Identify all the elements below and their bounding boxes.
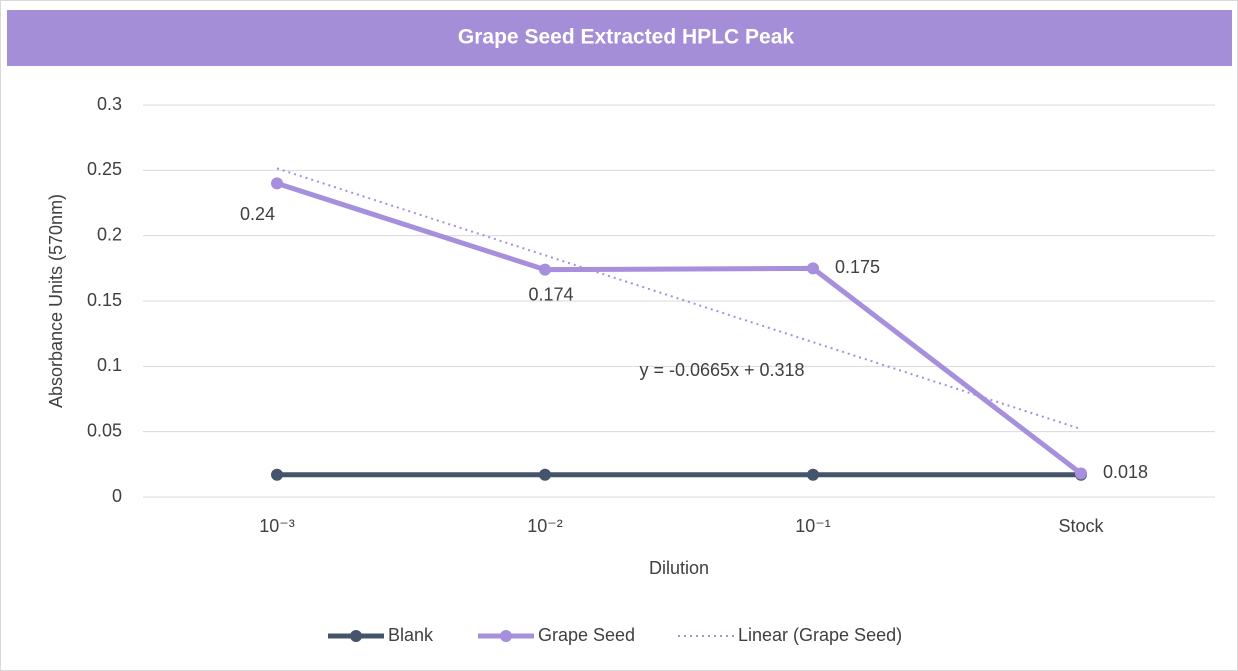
data-point	[271, 468, 283, 481]
data-point	[1075, 467, 1087, 480]
y-tick-label: 0.1	[97, 355, 122, 375]
data-label: 0.018	[1103, 462, 1148, 482]
data-point	[807, 262, 819, 275]
data-point	[807, 468, 819, 481]
legend-label: Linear (Grape Seed)	[738, 625, 902, 645]
data-point	[271, 177, 283, 190]
data-label: 0.175	[835, 257, 880, 277]
chart-title: Grape Seed Extracted HPLC Peak	[458, 26, 794, 49]
x-tick-label: Stock	[1058, 516, 1104, 536]
trendline-equation: y = -0.0665x + 0.318	[639, 360, 804, 380]
data-label: 0.24	[240, 204, 275, 224]
x-axis-label: Dilution	[649, 558, 709, 578]
data-label: 0.174	[528, 284, 573, 304]
x-tick-label: 10⁻²	[527, 516, 563, 536]
y-tick-label: 0.05	[87, 420, 122, 440]
y-tick-label: 0.15	[87, 290, 122, 310]
y-axis-label: Absorbance Units (570nm)	[46, 194, 66, 408]
title-bar	[7, 10, 1232, 66]
data-point	[539, 468, 551, 481]
y-tick-label: 0.25	[87, 159, 122, 179]
y-tick-label: 0.3	[97, 94, 122, 114]
legend-label: Grape Seed	[538, 625, 635, 645]
series-line	[276, 181, 1083, 476]
legend-marker	[500, 630, 512, 642]
legend-marker	[350, 630, 362, 642]
data-point	[539, 263, 551, 276]
y-tick-label: 0.2	[97, 224, 122, 244]
x-tick-label: 10⁻¹	[795, 516, 831, 536]
x-tick-label: 10⁻³	[259, 516, 295, 536]
legend-label: Blank	[388, 625, 434, 645]
y-tick-label: 0	[112, 486, 122, 506]
